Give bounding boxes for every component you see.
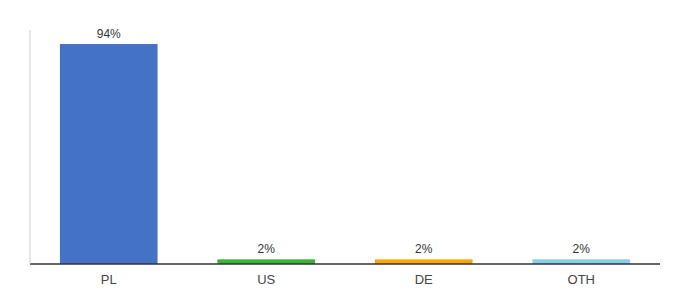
x-tick-label: US: [257, 272, 275, 287]
data-label: 2%: [258, 242, 276, 256]
chart-svg: PL US DE OTH 94% 2% 2% 2%: [0, 0, 680, 300]
x-tick-label: PL: [101, 272, 117, 287]
chart-container: PL US DE OTH 94% 2% 2% 2%: [0, 0, 680, 300]
y-axis-line: [30, 30, 31, 264]
bar: [60, 44, 158, 264]
x-axis-line: [30, 263, 660, 265]
data-label: 2%: [573, 242, 591, 256]
data-label: 94%: [97, 27, 121, 41]
x-tick-label: OTH: [568, 272, 595, 287]
x-tick-label: DE: [415, 272, 433, 287]
bars: [60, 44, 630, 264]
data-label: 2%: [415, 242, 433, 256]
